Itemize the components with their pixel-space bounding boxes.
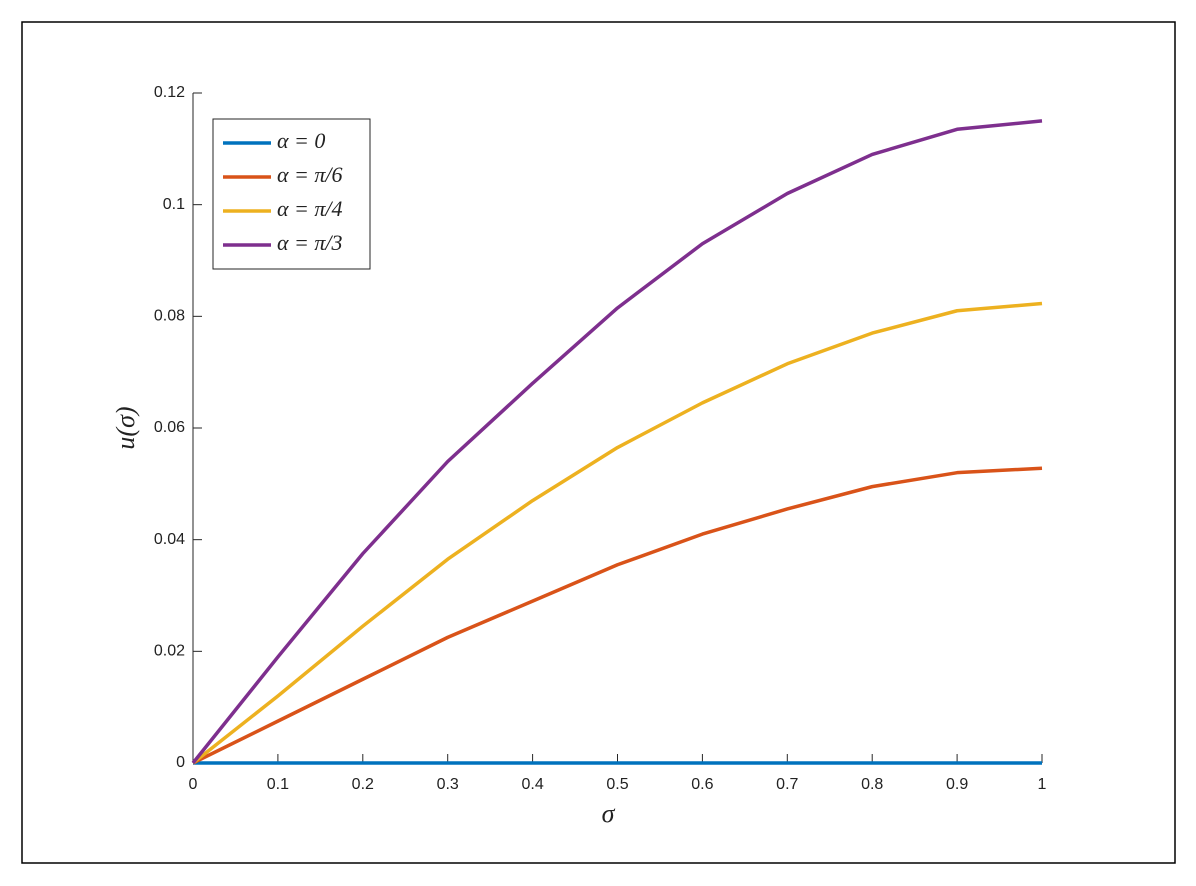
y-tick-label: 0.08 — [154, 308, 185, 325]
x-axis-label: σ — [602, 799, 616, 828]
x-tick-label: 0.2 — [352, 776, 374, 793]
x-tick-label: 0.1 — [267, 776, 289, 793]
legend-label: α = π/4 — [277, 196, 343, 221]
x-tick-label: 0.9 — [946, 776, 968, 793]
legend-label: α = 0 — [277, 128, 325, 153]
y-tick-label: 0.12 — [154, 84, 185, 101]
x-tick-label: 0.4 — [521, 776, 543, 793]
y-axis-label: u(σ) — [111, 406, 140, 449]
legend-label: α = π/6 — [277, 162, 343, 187]
y-tick-label: 0.02 — [154, 643, 185, 660]
y-tick-label: 0 — [176, 754, 185, 771]
series-line — [191, 119, 1043, 765]
frame — [21, 21, 1176, 864]
y-tick-label: 0.04 — [154, 531, 185, 548]
x-tick-label: 0.8 — [861, 776, 883, 793]
x-tick-label: 0.5 — [606, 776, 628, 793]
x-tick-label: 0.6 — [691, 776, 713, 793]
x-tick-label: 0.3 — [437, 776, 459, 793]
y-tick-label: 0.06 — [154, 419, 185, 436]
y-tick-label: 0.1 — [163, 196, 185, 213]
x-tick-label: 1 — [1038, 776, 1047, 793]
legend-label: α = π/3 — [277, 230, 343, 255]
series-line — [192, 466, 1043, 765]
x-tick-label: 0.7 — [776, 776, 798, 793]
x-tick-label: 0 — [189, 776, 198, 793]
series-line — [191, 301, 1043, 765]
